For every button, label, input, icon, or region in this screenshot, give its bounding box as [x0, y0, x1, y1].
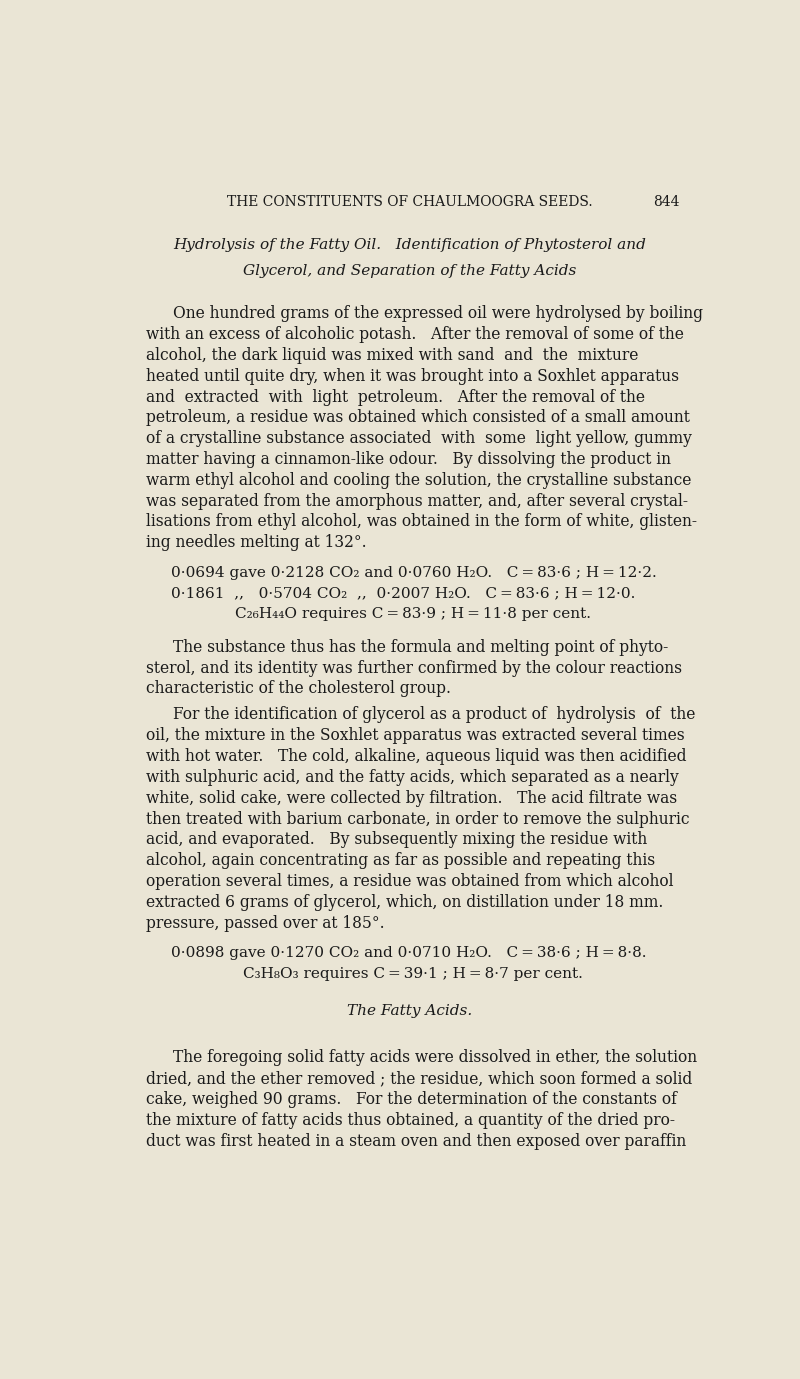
Text: with sulphuric acid, and the fatty acids, which separated as a nearly: with sulphuric acid, and the fatty acids…: [146, 769, 679, 786]
Text: For the identification of glycerol as a product of  hydrolysis  of  the: For the identification of glycerol as a …: [173, 706, 695, 724]
Text: oil, the mixture in the Soxhlet apparatus was extracted several times: oil, the mixture in the Soxhlet apparatu…: [146, 727, 685, 745]
Text: lisations from ethyl alcohol, was obtained in the form of white, glisten-: lisations from ethyl alcohol, was obtain…: [146, 513, 698, 531]
Text: alcohol, the dark liquid was mixed with sand  and  the  mixture: alcohol, the dark liquid was mixed with …: [146, 348, 639, 364]
Text: duct was first heated in a steam oven and then exposed over paraffin: duct was first heated in a steam oven an…: [146, 1132, 686, 1150]
Text: the mixture of fatty acids thus obtained, a quantity of the dried pro-: the mixture of fatty acids thus obtained…: [146, 1111, 675, 1129]
Text: One hundred grams of the expressed oil were hydrolysed by boiling: One hundred grams of the expressed oil w…: [173, 305, 703, 323]
Text: extracted 6 grams of glycerol, which, on distillation under 18 mm.: extracted 6 grams of glycerol, which, on…: [146, 894, 664, 910]
Text: with hot water.   The cold, alkaline, aqueous liquid was then acidified: with hot water. The cold, alkaline, aque…: [146, 747, 687, 765]
Text: The substance thus has the formula and melting point of phyto-: The substance thus has the formula and m…: [173, 638, 669, 656]
Text: pressure, passed over at 185°.: pressure, passed over at 185°.: [146, 914, 385, 932]
Text: cake, weighed 90 grams.   For the determination of the constants of: cake, weighed 90 grams. For the determin…: [146, 1091, 678, 1107]
Text: and  extracted  with  light  petroleum.   After the removal of the: and extracted with light petroleum. Afte…: [146, 389, 646, 405]
Text: sterol, and its identity was further confirmed by the colour reactions: sterol, and its identity was further con…: [146, 659, 682, 677]
Text: 844: 844: [654, 196, 680, 210]
Text: Glycerol, and Separation of the Fatty Acids: Glycerol, and Separation of the Fatty Ac…: [243, 263, 577, 277]
Text: operation several times, a residue was obtained from which alcohol: operation several times, a residue was o…: [146, 873, 674, 889]
Text: white, solid cake, were collected by filtration.   The acid filtrate was: white, solid cake, were collected by fil…: [146, 790, 678, 807]
Text: ing needles melting at 132°.: ing needles melting at 132°.: [146, 534, 367, 552]
Text: alcohol, again concentrating as far as possible and repeating this: alcohol, again concentrating as far as p…: [146, 852, 656, 869]
Text: THE CONSTITUENTS OF CHAULMOOGRA SEEDS.: THE CONSTITUENTS OF CHAULMOOGRA SEEDS.: [227, 196, 593, 210]
Text: C₃H₈O₃ requires C = 39·1 ; H = 8·7 per cent.: C₃H₈O₃ requires C = 39·1 ; H = 8·7 per c…: [243, 967, 583, 980]
Text: was separated from the amorphous matter, and, after several crystal-: was separated from the amorphous matter,…: [146, 492, 689, 510]
Text: 0·0898 gave 0·1270 CO₂ and 0·0710 H₂O.   C = 38·6 ; H = 8·8.: 0·0898 gave 0·1270 CO₂ and 0·0710 H₂O. C…: [171, 946, 646, 960]
Text: Hydrolysis of the Fatty Oil.   Identification of Phytosterol and: Hydrolysis of the Fatty Oil. Identificat…: [174, 237, 646, 252]
Text: The foregoing solid fatty acids were dissolved in ether, the solution: The foregoing solid fatty acids were dis…: [173, 1049, 698, 1066]
Text: warm ethyl alcohol and cooling the solution, the crystalline substance: warm ethyl alcohol and cooling the solut…: [146, 472, 692, 488]
Text: dried, and the ether removed ; the residue, which soon formed a solid: dried, and the ether removed ; the resid…: [146, 1070, 693, 1087]
Text: C₂₆H₄₄O requires C = 83·9 ; H = 11·8 per cent.: C₂₆H₄₄O requires C = 83·9 ; H = 11·8 per…: [235, 607, 591, 622]
Text: matter having a cinnamon-like odour.   By dissolving the product in: matter having a cinnamon-like odour. By …: [146, 451, 671, 467]
Text: characteristic of the cholesterol group.: characteristic of the cholesterol group.: [146, 680, 451, 698]
Text: heated until quite dry, when it was brought into a Soxhlet apparatus: heated until quite dry, when it was brou…: [146, 368, 679, 385]
Text: with an excess of alcoholic potash.   After the removal of some of the: with an excess of alcoholic potash. Afte…: [146, 327, 684, 343]
Text: petroleum, a residue was obtained which consisted of a small amount: petroleum, a residue was obtained which …: [146, 410, 690, 426]
Text: of a crystalline substance associated  with  some  light yellow, gummy: of a crystalline substance associated wi…: [146, 430, 692, 447]
Text: 0·1861  ,,   0·5704 CO₂  ,,  0·2007 H₂O.   C = 83·6 ; H = 12·0.: 0·1861 ,, 0·5704 CO₂ ,, 0·2007 H₂O. C = …: [171, 586, 636, 600]
Text: 0·0694 gave 0·2128 CO₂ and 0·0760 H₂O.   C = 83·6 ; H = 12·2.: 0·0694 gave 0·2128 CO₂ and 0·0760 H₂O. C…: [171, 565, 657, 579]
Text: The Fatty Acids.: The Fatty Acids.: [347, 1004, 473, 1018]
Text: acid, and evaporated.   By subsequently mixing the residue with: acid, and evaporated. By subsequently mi…: [146, 832, 648, 848]
Text: then treated with barium carbonate, in order to remove the sulphuric: then treated with barium carbonate, in o…: [146, 811, 690, 827]
